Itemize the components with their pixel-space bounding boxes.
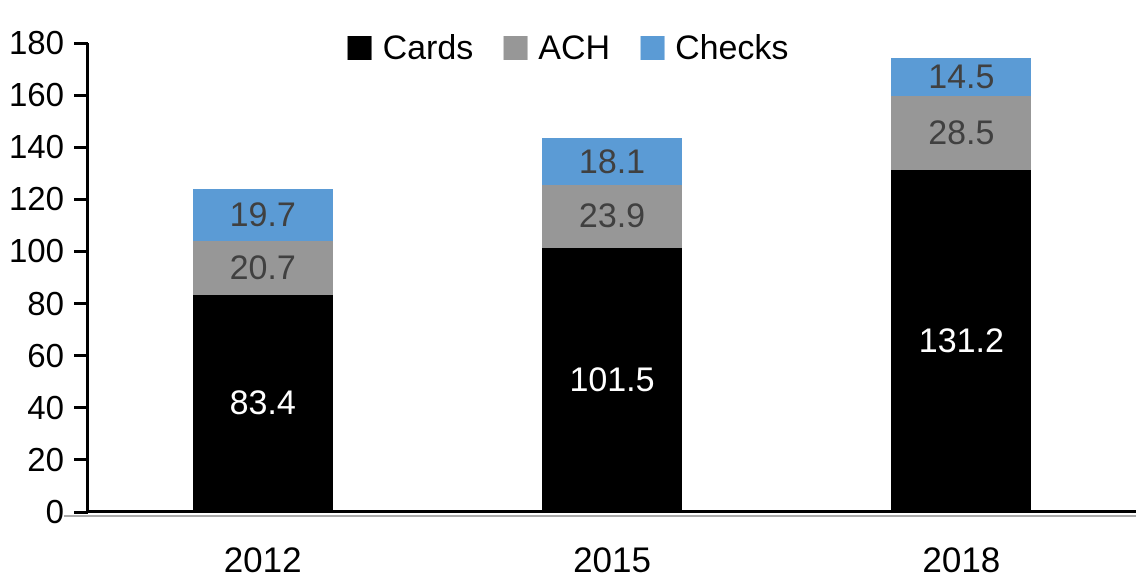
x-axis-category-label: 2018 bbox=[922, 541, 1001, 580]
y-axis-tick bbox=[74, 302, 88, 306]
y-axis-tick bbox=[74, 93, 88, 97]
legend-swatch-checks bbox=[640, 36, 665, 60]
y-axis-tick bbox=[74, 41, 88, 45]
y-axis-tick-label: 100 bbox=[8, 232, 64, 270]
bar-segment-cards-2015: 101.5 bbox=[542, 247, 682, 512]
bar-segment-ach-2015: 23.9 bbox=[542, 185, 682, 248]
chart-legend: Cards ACH Checks bbox=[347, 29, 788, 67]
x-axis-category-label: 2015 bbox=[573, 541, 651, 580]
bar-segment-checks-2012: 19.7 bbox=[192, 189, 333, 241]
legend-label-ach: ACH bbox=[538, 29, 611, 67]
y-axis-tick bbox=[74, 458, 88, 462]
legend-item-ach: ACH bbox=[503, 31, 610, 65]
legend-item-checks: Checks bbox=[640, 31, 788, 65]
data-label-ach-2015: 23.9 bbox=[578, 197, 646, 236]
data-label-checks-2015: 18.1 bbox=[578, 142, 646, 181]
bar-segment-cards-2018: 131.2 bbox=[891, 170, 1032, 512]
y-axis-tick bbox=[74, 510, 88, 514]
data-label-checks-2018: 14.5 bbox=[928, 57, 995, 96]
x-axis-shadow-line bbox=[64, 515, 1136, 517]
legend-label-checks: Checks bbox=[675, 29, 789, 67]
y-axis-tick-label: 80 bbox=[27, 284, 64, 322]
y-axis-tick bbox=[74, 197, 88, 201]
legend-label-cards: Cards bbox=[382, 29, 474, 67]
bar-segment-ach-2018: 28.5 bbox=[891, 95, 1032, 171]
x-axis-category-label: 2012 bbox=[223, 541, 302, 580]
bar-segment-checks-2018: 14.5 bbox=[891, 57, 1032, 96]
y-axis-tick-label: 180 bbox=[8, 24, 64, 61]
data-label-ach-2018: 28.5 bbox=[928, 114, 995, 153]
y-axis-tick-label: 0 bbox=[45, 493, 64, 530]
y-axis-tick-label: 60 bbox=[27, 336, 64, 374]
data-label-cards-2012: 83.4 bbox=[229, 384, 296, 423]
y-axis-tick bbox=[74, 406, 88, 410]
y-axis-tick-label: 120 bbox=[8, 180, 64, 218]
data-label-cards-2018: 131.2 bbox=[918, 322, 1004, 361]
data-label-cards-2015: 101.5 bbox=[569, 360, 655, 399]
bar-segment-cards-2012: 83.4 bbox=[192, 294, 333, 512]
legend-item-cards: Cards bbox=[347, 29, 474, 67]
bar-segment-checks-2015: 18.1 bbox=[542, 138, 682, 186]
data-label-checks-2012: 19.7 bbox=[229, 196, 296, 235]
y-axis-tick-label: 40 bbox=[27, 388, 64, 426]
y-axis-tick-label: 160 bbox=[8, 76, 64, 114]
y-axis-line bbox=[86, 43, 89, 512]
legend-swatch-ach bbox=[503, 36, 528, 60]
y-axis-tick-label: 140 bbox=[8, 128, 64, 166]
y-axis-tick-label: 20 bbox=[27, 440, 64, 478]
y-axis-tick bbox=[74, 249, 88, 253]
data-label-ach-2012: 20.7 bbox=[229, 248, 296, 287]
y-axis-tick bbox=[74, 145, 88, 149]
y-axis-tick bbox=[74, 354, 88, 358]
bar-segment-ach-2012: 20.7 bbox=[192, 240, 333, 295]
legend-swatch-cards bbox=[347, 36, 372, 60]
